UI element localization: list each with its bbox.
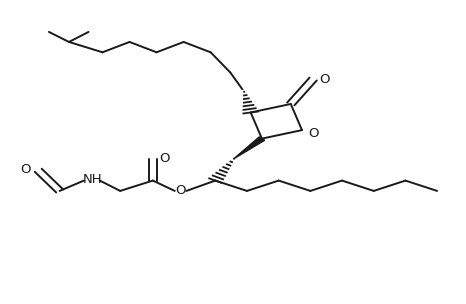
Text: O: O: [20, 163, 31, 176]
Text: O: O: [176, 184, 186, 197]
Polygon shape: [234, 137, 265, 159]
Text: NH: NH: [82, 174, 102, 186]
Text: O: O: [320, 73, 330, 85]
Text: O: O: [308, 127, 319, 140]
Text: O: O: [159, 152, 170, 164]
